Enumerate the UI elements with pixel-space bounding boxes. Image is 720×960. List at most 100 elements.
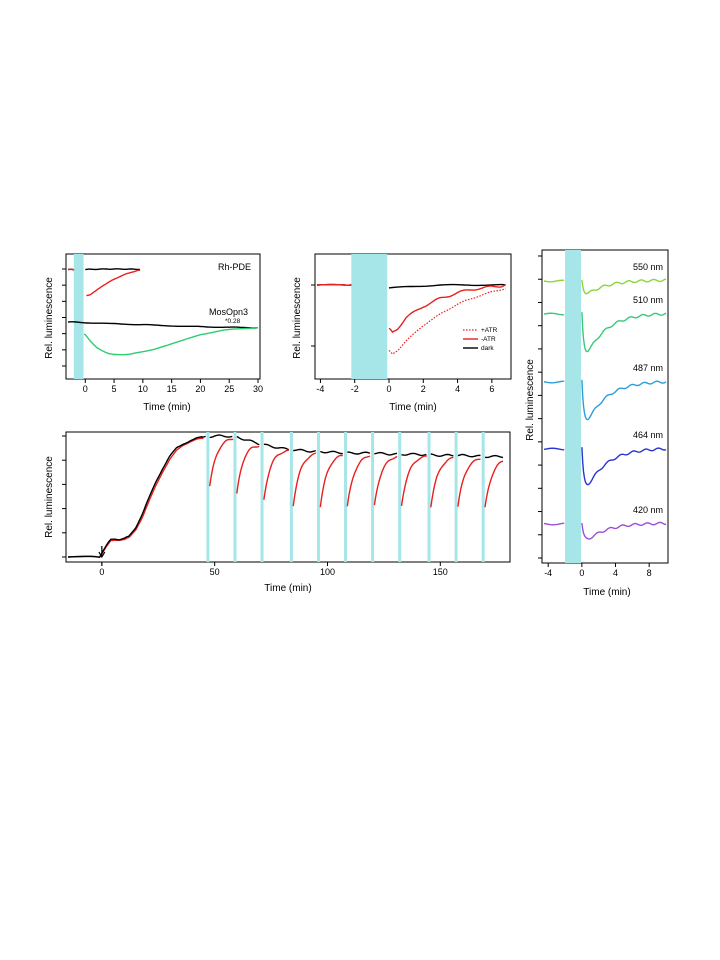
series-line-red-transient-9	[457, 458, 481, 507]
series-line-dark-1	[388, 283, 506, 289]
panel-c-yticks	[62, 435, 66, 558]
wavelength-label: 420 nm	[633, 505, 663, 515]
panel-a-series	[67, 268, 259, 356]
panel-c-series	[67, 434, 504, 558]
wavelength-label: 487 nm	[633, 363, 663, 373]
panel-a-xlabel: Time (min)	[143, 402, 190, 413]
stimulus-band	[289, 432, 293, 562]
series-line-dark-seg-6	[347, 451, 371, 455]
series-line-rh_red-1	[85, 269, 141, 297]
series-line-plus_atr-1	[388, 288, 506, 355]
x-tick-label: 0	[99, 567, 104, 577]
series-line-post-0	[581, 278, 667, 295]
stimulus-band	[233, 432, 237, 562]
panel-d-yticks	[538, 255, 542, 559]
series-line-minus_atr-0	[316, 283, 352, 286]
panel-c: 0 50 100 150 Time (min) Rel. luminescence	[44, 431, 511, 594]
series-line-mos_dark	[67, 321, 259, 329]
panel-d-ylabel: Rel. luminescence	[525, 359, 536, 441]
x-tick-label: 150	[433, 567, 448, 577]
panel-a-ylabel: Rel. luminescence	[44, 277, 55, 359]
x-tick-label: 10	[138, 384, 148, 394]
series-line-red-transient-4	[319, 454, 343, 508]
x-tick-label: 0	[386, 384, 391, 394]
panel-c-arrow	[98, 546, 106, 559]
panel-c-stimuli	[206, 432, 485, 562]
stimulus-band	[206, 432, 210, 562]
series-line-red-transient-3	[292, 452, 316, 507]
series-line-pre-3	[543, 447, 565, 451]
panel-c-ylabel: Rel. luminescence	[44, 456, 55, 538]
series-line-post-4	[581, 521, 667, 540]
panel-c-frame	[65, 431, 511, 563]
panel-b-series	[316, 283, 506, 355]
series-line-pre-2	[543, 380, 565, 384]
legend-label-plus-atr: +ATR	[481, 327, 498, 334]
panel-d-wavelength-labels: 550 nm 510 nm 487 nm 464 nm 420 nm	[633, 262, 663, 515]
x-tick-label: 50	[210, 567, 220, 577]
series-line-dark-rise	[67, 436, 204, 558]
panel-b-xlabel: Time (min)	[389, 402, 436, 413]
panel-d: -4 0 4 8 550 nm 510 nm 487 nm 464 nm 420 nm Tim…	[525, 249, 669, 598]
series-line-red-transient-1	[236, 445, 260, 494]
series-line-dark-seg-4	[293, 448, 316, 453]
stimulus-band	[454, 432, 458, 562]
stimulus-band	[427, 432, 431, 562]
series-line-red-transient-2	[263, 449, 290, 500]
series-line-dark-seg-11	[484, 454, 504, 459]
panel-d-stimulus	[565, 250, 582, 563]
panel-a-stimulus	[73, 254, 84, 379]
panel-a-frame	[65, 253, 261, 380]
panel-a-yticks	[62, 268, 66, 367]
x-tick-label: -4	[544, 568, 552, 578]
panel-c-xlabel: Time (min)	[264, 583, 311, 594]
panel-a: 0 5 10 15 20 25 30 Rh-PDE MosOpn3 *0.28 Time (…	[44, 253, 263, 413]
x-tick-label: 5	[112, 384, 117, 394]
x-tick-label: 8	[647, 568, 652, 578]
series-line-red-transient-8	[430, 456, 454, 508]
series-line-rh_dark-1	[85, 268, 141, 271]
series-line-pre-4	[543, 522, 565, 526]
series-line-red-transient-5	[346, 455, 371, 507]
series-line-dark-seg-7	[374, 451, 398, 456]
x-tick-label: -4	[316, 384, 324, 394]
legend-label-dark: dark	[481, 345, 494, 352]
series-line-red-rise	[67, 437, 204, 558]
x-tick-label: -2	[351, 384, 359, 394]
series-line-dark-seg-8	[401, 452, 427, 457]
panel-a-annotation-scale: *0.28	[225, 318, 241, 325]
panel-b-stimulus	[351, 254, 388, 379]
x-tick-label: 6	[489, 384, 494, 394]
arrow-head	[98, 551, 106, 559]
series-line-minus_atr-1	[388, 284, 506, 333]
series-line-post-2	[581, 379, 667, 421]
series-line-dark-seg-0	[203, 435, 206, 438]
series-line-dark-seg-3	[263, 443, 289, 451]
stimulus-band	[371, 432, 375, 562]
stimulus-band	[260, 432, 264, 562]
x-tick-label: 20	[195, 384, 205, 394]
stimulus-band	[398, 432, 402, 562]
series-line-post-3	[581, 447, 667, 486]
x-tick-label: 25	[224, 384, 234, 394]
panel-b-xticks: -4 -2 0 2 4 6	[316, 379, 494, 394]
panel-c-xticks: 0 50 100 150	[99, 562, 448, 577]
series-line-pre-1	[543, 312, 565, 316]
series-line-pre-0	[543, 279, 565, 283]
series-line-dark-seg-2	[236, 435, 260, 446]
series-line-dark-seg-9	[430, 453, 454, 457]
panel-b-yticks	[311, 284, 315, 347]
series-line-red-transient-6	[373, 455, 398, 506]
panel-d-series	[543, 278, 667, 540]
x-tick-label: 0	[83, 384, 88, 394]
x-tick-label: 0	[579, 568, 584, 578]
series-line-dark-seg-1	[209, 434, 233, 439]
panel-b: -4 -2 0 2 4 6 +ATR -ATR dark Time (min) Rel. …	[292, 253, 512, 413]
panel-d-xticks: -4 0 4 8	[544, 563, 652, 578]
panel-b-legend: +ATR -ATR dark	[463, 327, 498, 352]
x-tick-label: 2	[421, 384, 426, 394]
series-line-post-1	[581, 312, 667, 353]
wavelength-label: 550 nm	[633, 262, 663, 272]
series-line-red-transient-7	[400, 455, 427, 507]
